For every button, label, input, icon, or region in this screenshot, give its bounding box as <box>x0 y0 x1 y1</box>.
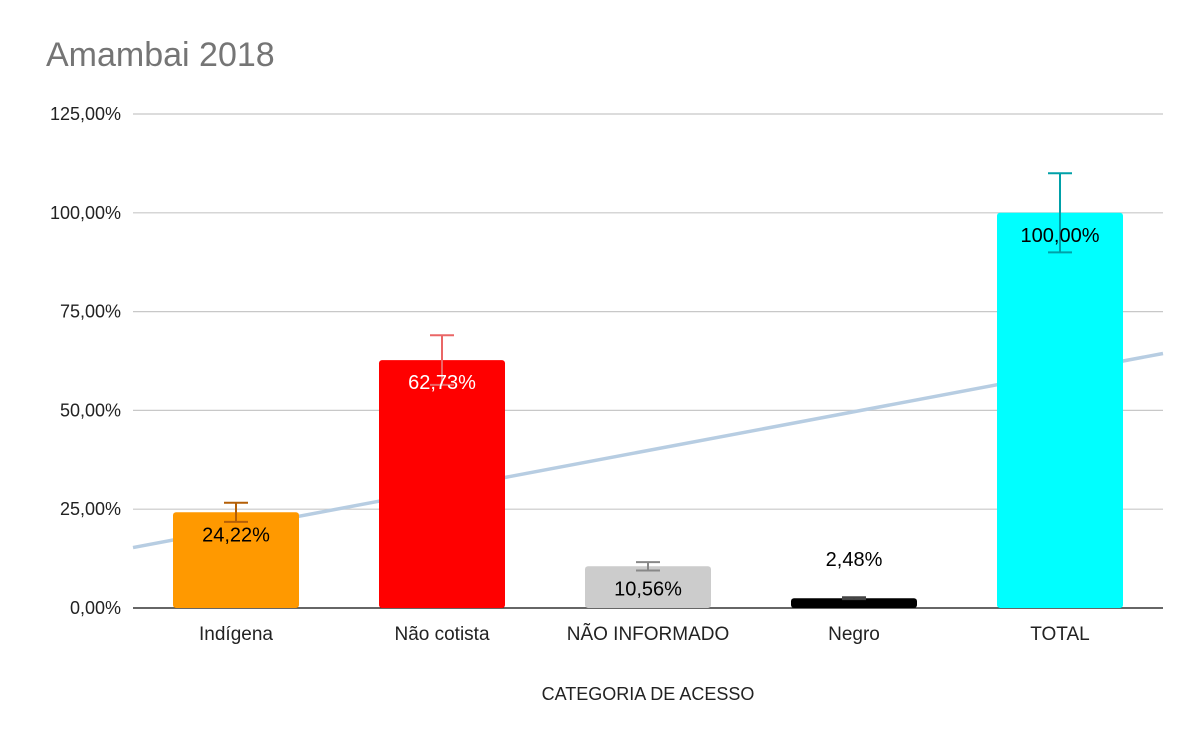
x-category-label: NÃO INFORMADO <box>567 623 730 645</box>
error-bars <box>224 172 1072 601</box>
y-tick-label: 100,00% <box>50 203 121 223</box>
bar <box>173 512 299 608</box>
data-label: 10,56% <box>614 578 682 600</box>
bars <box>173 212 1123 609</box>
bar <box>791 598 917 608</box>
y-tick-label: 50,00% <box>60 400 121 420</box>
x-axis-categories: Indígena Não cotista NÃO INFORMADO Negro TOT… <box>199 623 1090 645</box>
data-label: 62,73% <box>408 372 476 394</box>
data-labels: 24,22% 62,73% 10,56% 2,48% 100,00% <box>202 225 1100 600</box>
data-label: 2,48% <box>826 549 883 571</box>
gridlines <box>133 113 1163 609</box>
x-category-label: Indígena <box>199 624 273 645</box>
y-tick-label: 75,00% <box>60 302 121 322</box>
x-axis-title: CATEGORIA DE ACESSO <box>542 684 755 704</box>
y-tick-label: 125,00% <box>50 104 121 124</box>
x-category-label: Negro <box>828 624 880 645</box>
data-label: 100,00% <box>1021 225 1100 247</box>
trendline <box>132 351 1164 550</box>
y-tick-label: 0,00% <box>70 598 121 618</box>
trendline-group <box>132 351 1164 550</box>
chart-title: Amambai 2018 <box>46 36 275 74</box>
bar <box>585 566 711 608</box>
x-category-label: TOTAL <box>1030 624 1089 645</box>
data-label: 24,22% <box>202 524 270 546</box>
x-category-label: Não cotista <box>394 624 489 645</box>
y-tick-label: 25,00% <box>60 499 121 519</box>
bar <box>997 212 1123 609</box>
bar <box>379 360 505 608</box>
y-axis-ticks: 0,00% 25,00% 50,00% 75,00% 100,00% 125,00% <box>50 104 121 618</box>
